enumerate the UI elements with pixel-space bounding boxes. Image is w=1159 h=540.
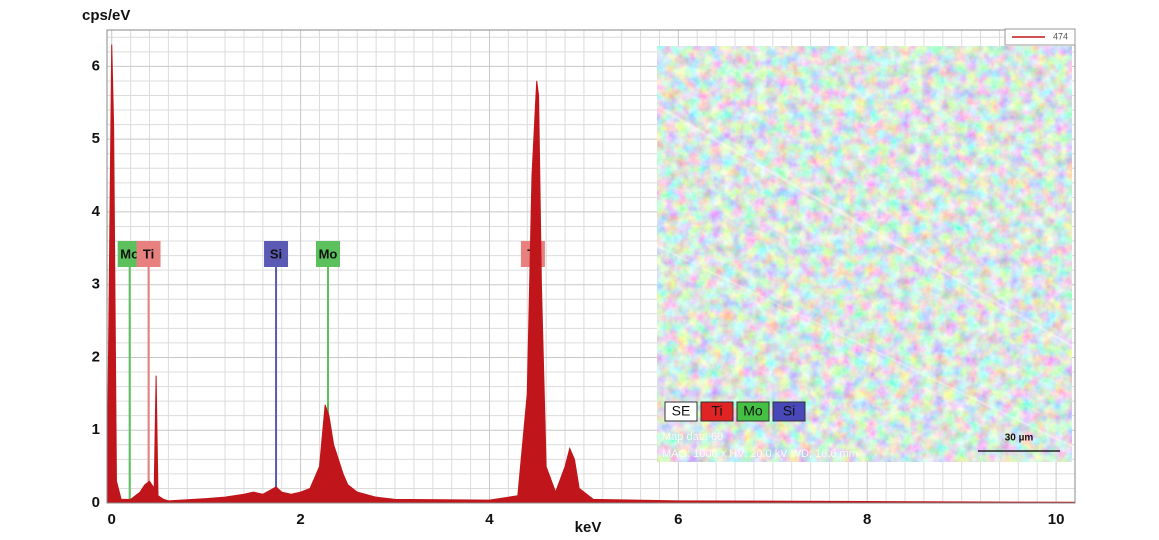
- map-channel-label: Ti: [711, 403, 722, 419]
- annotation-label: Si: [270, 246, 282, 261]
- map-channel-label: SE: [672, 403, 691, 419]
- x-tick-label: 6: [674, 511, 682, 528]
- plot-frame: [106, 29, 1076, 504]
- x-axis-label: keV: [575, 519, 602, 536]
- x-tick-label: 4: [485, 511, 494, 528]
- map-channel-label: Mo: [743, 403, 763, 419]
- y-tick-label: 1: [92, 421, 100, 438]
- annotation-box: [136, 241, 161, 267]
- y-tick-label: 5: [92, 130, 100, 147]
- annotation-label: Mo: [120, 246, 139, 261]
- map-channel-label: Si: [783, 403, 795, 419]
- y-tick-label: 2: [92, 348, 100, 365]
- map-channel-box: [736, 401, 770, 422]
- annotation-label: Ti: [143, 246, 154, 261]
- y-tick-label: 6: [92, 57, 100, 74]
- map-scale-label: 30 µm: [1005, 433, 1034, 444]
- map-image: [657, 46, 1072, 462]
- x-tick-label: 0: [108, 511, 116, 528]
- x-tick-label: 8: [863, 511, 871, 528]
- map-scratch: [656, 104, 1073, 348]
- y-tick-label: 0: [92, 494, 100, 511]
- annotation-box: [315, 241, 340, 267]
- annotation-label: Mo: [319, 246, 338, 261]
- x-tick-label: 2: [296, 511, 304, 528]
- map-channel-box: [700, 401, 734, 422]
- y-tick-label: 4: [92, 203, 101, 220]
- map-info: MAG: 1000 x HV: 20.0 kV WD: 16.6 mm: [662, 448, 858, 460]
- map-info: Map data 60: [662, 431, 723, 443]
- map-channel-box: [772, 401, 806, 422]
- map-scratch: [656, 245, 1073, 447]
- y-tick-label: 3: [92, 276, 100, 293]
- y-axis-label: cps/eV: [82, 7, 130, 24]
- annotation-box: [264, 241, 289, 267]
- legend-label: 474: [1053, 31, 1068, 41]
- x-tick-label: 10: [1048, 511, 1065, 528]
- map-channel-box: [664, 401, 698, 422]
- spectrum-area: [106, 44, 1076, 504]
